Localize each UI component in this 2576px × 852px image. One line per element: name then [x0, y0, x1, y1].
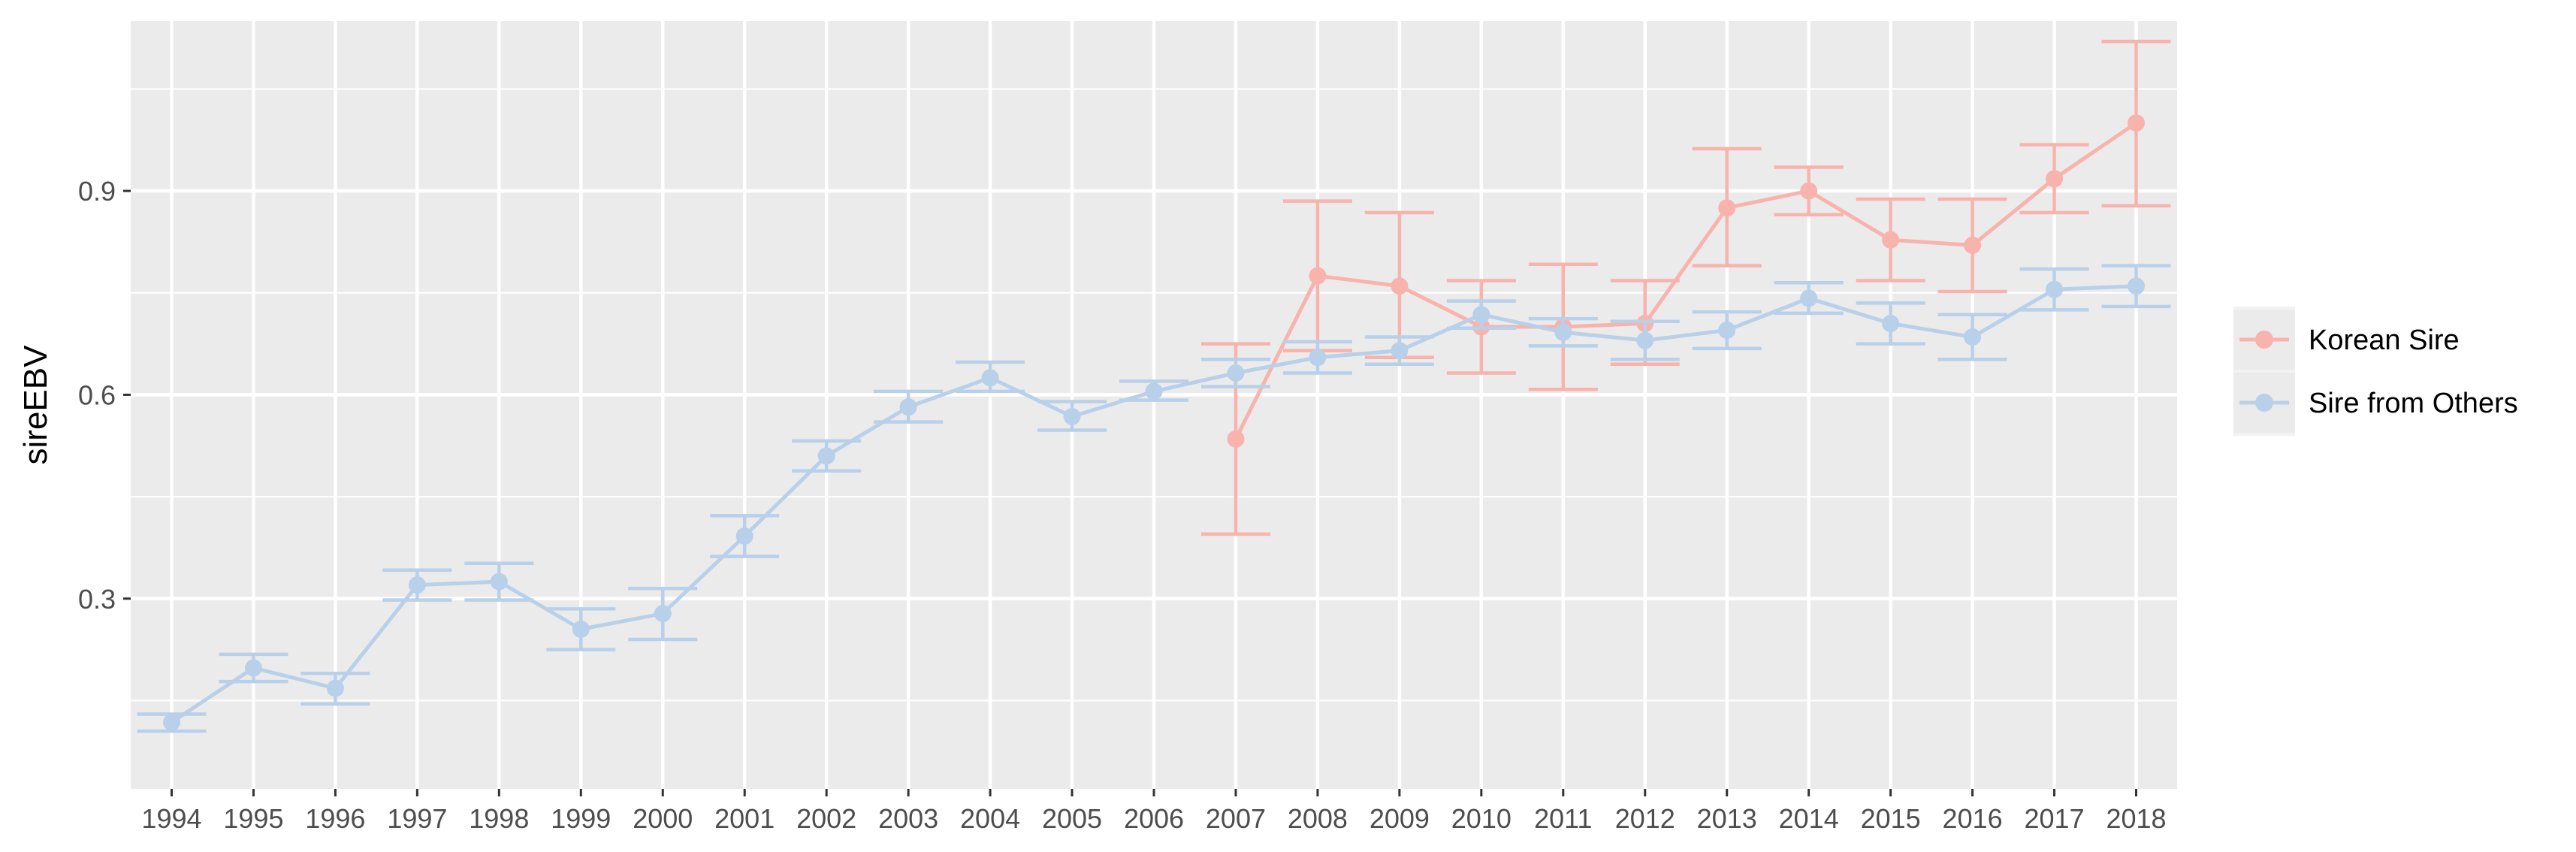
data-point — [1309, 267, 1327, 285]
data-point — [981, 369, 999, 387]
data-point — [1718, 199, 1736, 217]
data-point — [1554, 323, 1572, 341]
x-tick-label: 1998 — [469, 803, 529, 834]
series-layer — [137, 39, 2171, 733]
data-point — [1800, 182, 1818, 200]
legend: Korean Sire Sire from Others — [2233, 307, 2518, 436]
data-point — [1309, 349, 1327, 367]
x-tick-label: 1999 — [551, 803, 611, 834]
x-tick-label: 2001 — [714, 803, 775, 834]
data-point — [1964, 328, 1982, 346]
x-tick-label: 2017 — [2025, 803, 2085, 834]
x-tick-label: 2009 — [1370, 803, 1430, 834]
data-point — [490, 573, 508, 591]
x-tick-label: 1994 — [141, 803, 201, 834]
x-tick-label: 2016 — [1943, 803, 2003, 834]
x-axis: 1994 1995 1996 1997 1998 1999 2000 2001 2002 2003… — [141, 789, 2167, 834]
data-point — [654, 605, 672, 623]
x-tick-label: 2000 — [633, 803, 693, 834]
x-tick-label: 1995 — [223, 803, 283, 834]
data-point — [1882, 314, 1900, 332]
legend-key-point — [2255, 394, 2273, 412]
x-tick-label: 2007 — [1206, 803, 1266, 834]
data-point — [408, 576, 426, 594]
x-tick-label: 2012 — [1615, 803, 1675, 834]
data-point — [1227, 364, 1245, 382]
series-line — [1234, 121, 2137, 440]
y-axis-title: sireEBV — [17, 345, 54, 465]
data-point — [244, 659, 262, 677]
legend-label: Sire from Others — [2309, 388, 2518, 419]
grid-major — [131, 21, 2177, 789]
y-tick-label: 0.3 — [78, 584, 116, 615]
data-point — [735, 527, 753, 545]
series-1 — [137, 264, 2171, 733]
x-tick-label: 1997 — [387, 803, 447, 834]
data-point — [1964, 236, 1982, 254]
x-tick-label: 2006 — [1124, 803, 1184, 834]
data-point — [2046, 280, 2064, 298]
data-point — [1800, 289, 1818, 307]
x-tick-label: 2004 — [960, 803, 1020, 834]
legend-item-1: Sire from Others — [2233, 373, 2518, 433]
x-tick-label: 2003 — [878, 803, 938, 834]
data-point — [1718, 322, 1736, 340]
legend-label: Korean Sire — [2309, 325, 2460, 356]
data-point — [2128, 277, 2146, 295]
data-point — [1636, 331, 1654, 349]
x-tick-label: 2015 — [1861, 803, 1921, 834]
x-tick-label: 2018 — [2106, 803, 2166, 834]
data-point — [817, 447, 835, 465]
x-tick-label: 2013 — [1697, 803, 1757, 834]
y-tick-label: 0.6 — [78, 379, 116, 410]
x-tick-label: 2008 — [1288, 803, 1348, 834]
data-point — [162, 713, 180, 731]
x-tick-label: 1996 — [305, 803, 365, 834]
data-point — [899, 398, 917, 416]
legend-item-0: Korean Sire — [2233, 310, 2460, 370]
legend-key-point — [2255, 331, 2273, 349]
y-tick-label: 0.9 — [78, 176, 116, 207]
x-tick-label: 2014 — [1779, 803, 1839, 834]
data-point — [1472, 306, 1490, 324]
data-point — [1227, 430, 1245, 448]
x-tick-label: 2011 — [1534, 803, 1592, 834]
data-point — [326, 679, 344, 697]
data-point — [2128, 114, 2146, 132]
data-point — [572, 620, 590, 638]
data-point — [2046, 170, 2064, 188]
x-tick-label: 2002 — [796, 803, 856, 834]
x-tick-label: 2005 — [1042, 803, 1102, 834]
y-axis: 0.3 0.6 0.9 — [78, 176, 131, 615]
data-point — [1391, 342, 1409, 360]
data-point — [1882, 231, 1900, 249]
data-point — [1145, 382, 1163, 400]
x-tick-label: 2010 — [1451, 803, 1511, 834]
data-point — [1063, 407, 1081, 425]
data-point — [1391, 277, 1409, 295]
